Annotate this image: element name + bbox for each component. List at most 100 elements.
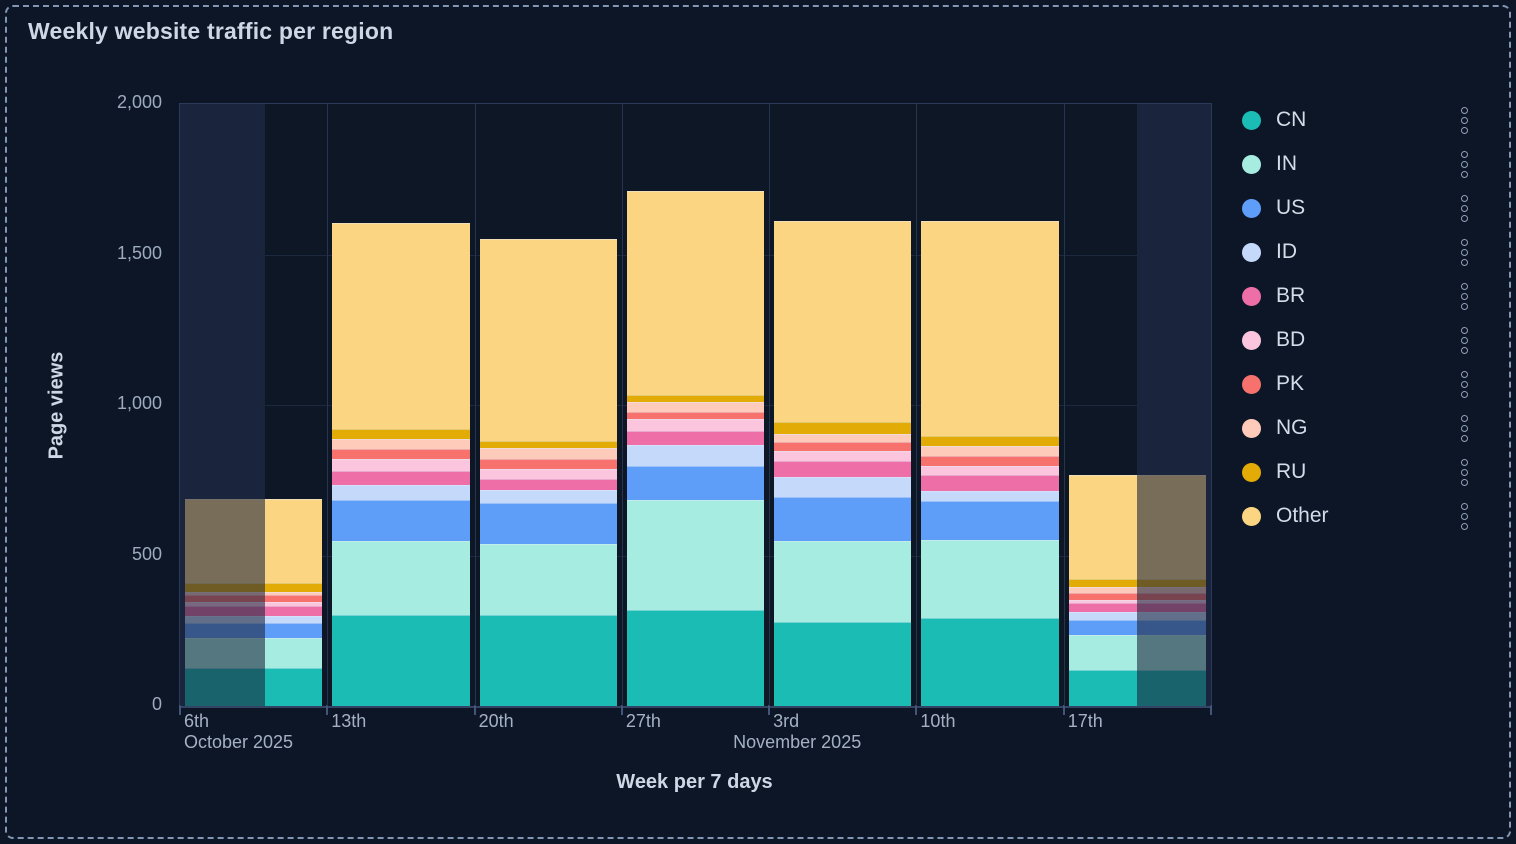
- legend-item-pk[interactable]: PK: [1242, 362, 1470, 406]
- x-tick-label: 20th: [478, 711, 514, 731]
- x-tick-label: 17th: [1067, 711, 1103, 731]
- bar-segment-br[interactable]: [774, 461, 912, 477]
- bar-segment-id[interactable]: [626, 445, 765, 466]
- y-tick-label: 500: [131, 543, 162, 564]
- legend-options-kebab-icon[interactable]: [1459, 279, 1470, 314]
- legend-swatch-ru: [1242, 462, 1261, 482]
- bar-segment-bd[interactable]: [774, 451, 912, 462]
- bar-segment-bd[interactable]: [479, 468, 617, 479]
- x-tick-mark: [473, 705, 476, 715]
- legend-label: PK: [1276, 372, 1305, 395]
- legend-item-id[interactable]: ID: [1242, 230, 1470, 274]
- legend-options-kebab-icon[interactable]: [1459, 323, 1470, 358]
- bar-segment-in[interactable]: [479, 544, 617, 616]
- kebab-ring: [1461, 238, 1468, 246]
- legend-item-other[interactable]: Other: [1242, 494, 1470, 538]
- bar-segment-cn[interactable]: [921, 617, 1059, 706]
- bar-segment-id[interactable]: [332, 485, 470, 501]
- legend: CN IN US ID BR BD PK NG RU Other: [1242, 98, 1470, 538]
- bar-segment-pk[interactable]: [332, 448, 470, 460]
- legend-item-ru[interactable]: RU: [1242, 450, 1470, 494]
- bar-segment-us[interactable]: [479, 503, 617, 545]
- kebab-ring: [1461, 468, 1468, 476]
- legend-label: IN: [1276, 152, 1297, 175]
- legend-swatch-ng: [1242, 418, 1261, 438]
- legend-item-in[interactable]: IN: [1242, 142, 1470, 186]
- legend-label: RU: [1276, 460, 1307, 483]
- vertical-gridline: [621, 104, 623, 706]
- bar-segment-ru[interactable]: [479, 441, 617, 448]
- legend-label: BR: [1276, 284, 1306, 307]
- bar-segment-other[interactable]: [774, 221, 912, 423]
- legend-options-kebab-icon[interactable]: [1459, 147, 1470, 182]
- bar-segment-br[interactable]: [479, 478, 617, 491]
- bar-segment-pk[interactable]: [774, 442, 912, 452]
- bar-segment-cn[interactable]: [332, 615, 470, 706]
- legend-item-ng[interactable]: NG: [1242, 406, 1470, 450]
- bar-segment-bd[interactable]: [332, 459, 470, 471]
- bar-segment-cn[interactable]: [626, 610, 765, 706]
- bar-segment-ru[interactable]: [921, 436, 1059, 447]
- bar-segment-us[interactable]: [921, 501, 1059, 541]
- bar-segment-id[interactable]: [774, 476, 912, 497]
- legend-options-kebab-icon[interactable]: [1459, 235, 1470, 270]
- vertical-gridline: [769, 104, 771, 706]
- bar-segment-us[interactable]: [774, 496, 912, 542]
- kebab-ring: [1461, 194, 1468, 202]
- legend-item-us[interactable]: US: [1242, 186, 1470, 230]
- legend-swatch-br: [1242, 286, 1261, 306]
- kebab-ring: [1461, 116, 1468, 124]
- x-tick-label: 10th: [920, 711, 956, 731]
- bar-segment-pk[interactable]: [921, 455, 1059, 466]
- bar-segment-ru[interactable]: [332, 429, 470, 440]
- bar-segment-br[interactable]: [921, 475, 1059, 492]
- legend-item-bd[interactable]: BD: [1242, 318, 1470, 362]
- legend-options-kebab-icon[interactable]: [1459, 499, 1470, 534]
- bar-segment-other[interactable]: [626, 191, 765, 396]
- kebab-ring: [1461, 336, 1468, 344]
- bar-segment-br[interactable]: [332, 470, 470, 486]
- legend-item-br[interactable]: BR: [1242, 274, 1470, 318]
- bar-segment-pk[interactable]: [626, 411, 765, 420]
- legend-options-kebab-icon[interactable]: [1459, 367, 1470, 402]
- bar-segment-bd[interactable]: [921, 465, 1059, 476]
- bar-segment-pk[interactable]: [479, 458, 617, 469]
- bar-segment-us[interactable]: [332, 500, 470, 542]
- x-tick-mark: [326, 705, 329, 715]
- bar-segment-ru[interactable]: [626, 395, 765, 402]
- kebab-ring: [1461, 478, 1468, 486]
- legend-swatch-bd: [1242, 330, 1261, 350]
- bar-segment-in[interactable]: [332, 541, 470, 616]
- legend-options-kebab-icon[interactable]: [1459, 103, 1470, 138]
- bar-segment-ng[interactable]: [774, 433, 912, 443]
- bar-segment-cn[interactable]: [774, 622, 912, 706]
- bar-segment-other[interactable]: [921, 221, 1059, 437]
- legend-swatch-other: [1242, 506, 1261, 526]
- bar-segment-other[interactable]: [479, 238, 617, 442]
- bar-segment-in[interactable]: [774, 541, 912, 623]
- bar-segment-ng[interactable]: [479, 447, 617, 459]
- bar-segment-br[interactable]: [626, 430, 765, 446]
- bar-segment-bd[interactable]: [626, 419, 765, 431]
- x-tick-label: 13th: [331, 711, 367, 731]
- bar-segment-ng[interactable]: [332, 439, 470, 449]
- bar-segment-ru[interactable]: [774, 422, 912, 434]
- legend-options-kebab-icon[interactable]: [1459, 411, 1470, 446]
- bar-segment-cn[interactable]: [479, 615, 617, 706]
- legend-options-kebab-icon[interactable]: [1459, 455, 1470, 490]
- bar-segment-other[interactable]: [332, 222, 470, 430]
- bar-segment-ng[interactable]: [921, 446, 1059, 456]
- bar-segment-us[interactable]: [626, 465, 765, 501]
- bar-segment-id[interactable]: [921, 491, 1059, 502]
- kebab-ring: [1461, 512, 1468, 520]
- bar-segment-id[interactable]: [479, 490, 617, 504]
- bar-segment-ng[interactable]: [626, 401, 765, 412]
- legend-item-cn[interactable]: CN: [1242, 98, 1470, 142]
- bar-segment-in[interactable]: [921, 540, 1059, 618]
- legend-options-kebab-icon[interactable]: [1459, 191, 1470, 226]
- bar-segment-in[interactable]: [626, 500, 765, 611]
- legend-label: BD: [1276, 328, 1306, 351]
- kebab-ring: [1461, 370, 1468, 378]
- x-tick-mark: [1062, 705, 1065, 715]
